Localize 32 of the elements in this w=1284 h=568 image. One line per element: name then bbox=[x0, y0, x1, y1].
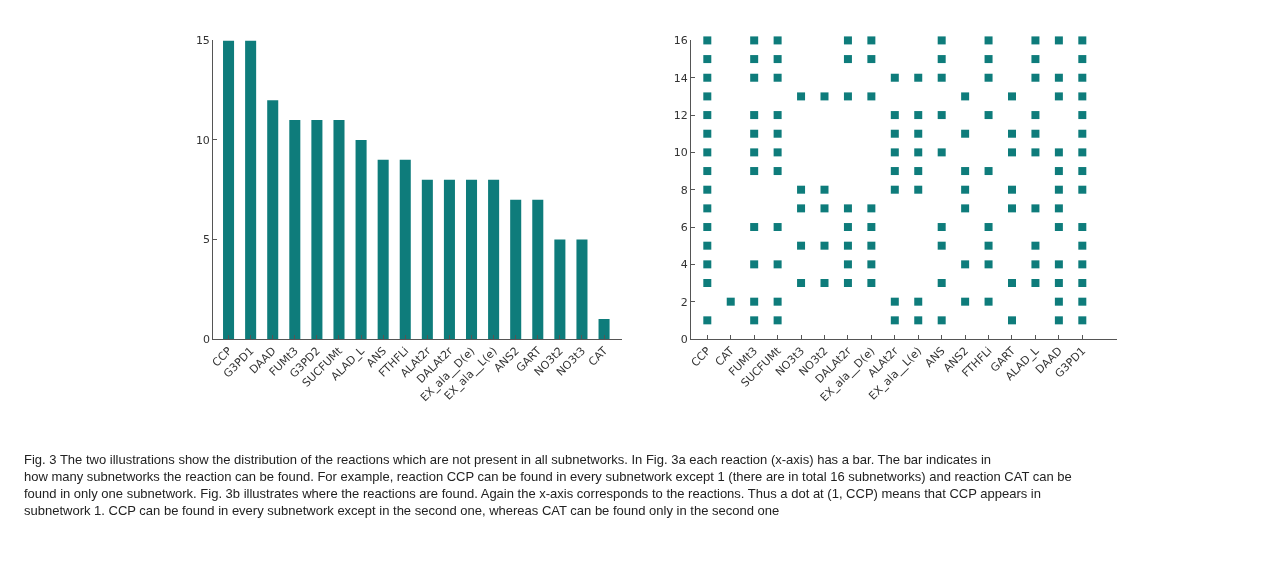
bar bbox=[421, 179, 433, 339]
y-tick-label: 10 bbox=[673, 146, 688, 160]
bar bbox=[488, 179, 500, 339]
bar bbox=[245, 40, 257, 339]
bar bbox=[510, 199, 522, 339]
y-tick-label: 15 bbox=[195, 34, 210, 48]
bar bbox=[267, 100, 279, 339]
bar bbox=[532, 199, 544, 339]
y-tick-label: 14 bbox=[673, 71, 688, 85]
bar bbox=[576, 239, 588, 339]
y-tick-label: 2 bbox=[680, 295, 688, 309]
y-tick-label: 16 bbox=[673, 34, 688, 48]
bar bbox=[554, 239, 566, 339]
caption: Fig. 3 The two illustrations show the distribution of the reactions which are not present in all subnetworks. In Fig. 3a each reaction (x-axis) has a bar. The bar indicates in how many subnetworks the reaction can be found. For example, reaction CCP can be found in every subnetwork except 1 (there are in total 16 subnetworks) and reaction CAT can be found in only one subnetwork. Fig. 3b illustrates where the reactions are found. Again the x-axis corresponds to the reactions. Thus a dot at (1, CCP) means that CCP appears in subnetwork 1. CCP can be found in every subnetwork except in the second one, whereas CAT can be found only in the second one bbox=[24, 452, 1072, 518]
bar bbox=[465, 179, 478, 339]
bar bbox=[443, 179, 455, 339]
bar bbox=[355, 139, 367, 339]
bar bbox=[399, 159, 411, 339]
y-tick-label: 4 bbox=[680, 258, 688, 272]
y-tick-label: 0 bbox=[202, 332, 210, 346]
bar bbox=[223, 40, 235, 339]
y-tick-label: 0 bbox=[680, 332, 688, 346]
y-tick-label: 8 bbox=[680, 183, 688, 197]
bar bbox=[289, 120, 301, 339]
y-tick-label: 12 bbox=[673, 108, 688, 122]
bar bbox=[311, 120, 323, 339]
bar bbox=[333, 120, 345, 339]
y-tick-label: 5 bbox=[202, 233, 210, 247]
y-tick-label: 10 bbox=[195, 133, 210, 147]
bar bbox=[377, 159, 389, 339]
bar bbox=[598, 319, 610, 339]
y-tick-label: 6 bbox=[680, 220, 688, 234]
